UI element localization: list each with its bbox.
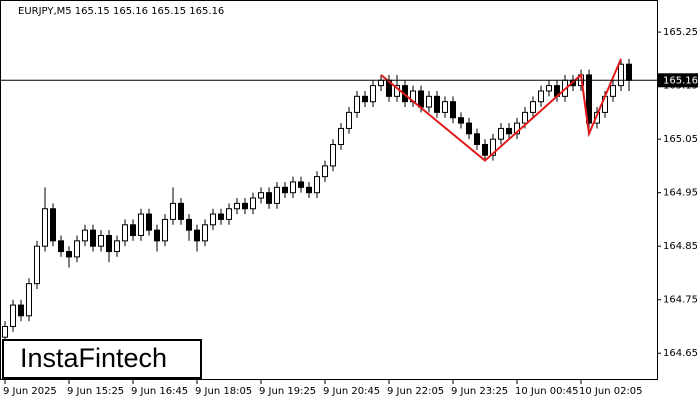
y-tick-label: 165.25 xyxy=(663,27,698,38)
candle-body xyxy=(210,213,216,226)
candle-body xyxy=(490,138,496,156)
x-tick-label: 9 Jun 20:45 xyxy=(323,386,380,397)
candle-body xyxy=(194,229,200,242)
candle-body xyxy=(42,208,48,247)
candle-body xyxy=(522,111,528,124)
candle-body xyxy=(234,202,240,210)
candle-body xyxy=(10,304,16,327)
candle-body xyxy=(498,127,504,140)
candle-body xyxy=(338,127,344,146)
chart-header: EURJPY,M5 165.15 165.16 165.15 165.16 xyxy=(18,6,224,17)
logo: InstaFintech xyxy=(20,343,167,373)
candle-body xyxy=(466,122,472,135)
candle-body xyxy=(298,181,304,188)
y-tick-label: 164.95 xyxy=(663,188,698,199)
candle-body xyxy=(538,90,544,103)
candle-body xyxy=(50,208,56,242)
x-tick-label: 9 Jun 18:05 xyxy=(195,386,252,397)
candle-body xyxy=(266,192,272,204)
candle-body xyxy=(274,186,280,204)
current-price-box xyxy=(658,73,698,88)
candle-body xyxy=(82,229,88,242)
candle-body xyxy=(258,192,264,199)
candle-body xyxy=(418,90,424,108)
candle-body xyxy=(130,224,136,236)
logo-box xyxy=(2,339,202,379)
candle-body xyxy=(330,144,336,167)
x-tick-label: 10 Jun 02:05 xyxy=(579,386,643,397)
candle-body xyxy=(226,208,232,220)
candle-body xyxy=(474,133,480,146)
candle-body xyxy=(354,95,360,113)
candle-body xyxy=(282,186,288,194)
candle-body xyxy=(146,213,152,231)
candle-body xyxy=(218,213,224,220)
candle-body xyxy=(250,197,256,210)
candle-body xyxy=(106,234,112,253)
candle-body xyxy=(370,85,376,103)
candle-body xyxy=(450,101,456,119)
candle-body xyxy=(98,234,104,247)
x-tick-label: 9 Jun 22:05 xyxy=(387,386,444,397)
candle-body xyxy=(362,95,368,103)
candle-body xyxy=(138,213,144,236)
candle-body xyxy=(314,176,320,194)
x-tick-label: 9 Jun 16:45 xyxy=(131,386,188,397)
candle-body xyxy=(2,325,8,338)
candle-body xyxy=(202,224,208,242)
plot-frame xyxy=(0,0,658,380)
candle-body xyxy=(506,127,512,135)
current-price-label: 165.16 xyxy=(663,75,698,86)
pattern-line xyxy=(380,58,622,162)
candle-body xyxy=(162,218,168,242)
candle-body xyxy=(290,181,296,194)
x-tick-label: 10 Jun 00:45 xyxy=(515,386,579,397)
y-tick-label: 164.85 xyxy=(663,241,698,252)
x-tick-label: 9 Jun 19:25 xyxy=(259,386,316,397)
candle-body xyxy=(442,101,448,113)
candle-body xyxy=(122,224,128,242)
candle-body xyxy=(322,165,328,178)
candle-body xyxy=(610,85,616,97)
candle-body xyxy=(346,111,352,129)
candle-body xyxy=(426,95,432,108)
plot-area xyxy=(2,58,632,343)
x-tick-label: 9 Jun 15:25 xyxy=(67,386,124,397)
x-tick-label: 9 Jun 23:25 xyxy=(451,386,508,397)
candle-body xyxy=(90,229,96,247)
candle-body xyxy=(594,111,600,124)
candle-body xyxy=(178,202,184,220)
candle-body xyxy=(618,63,624,87)
candle-body xyxy=(434,95,440,113)
candle-body xyxy=(154,229,160,242)
candle-body xyxy=(482,144,488,156)
candle-body xyxy=(26,283,32,317)
candle-body xyxy=(626,63,632,81)
candle-body xyxy=(74,240,80,258)
candle-body xyxy=(586,74,592,124)
candle-body xyxy=(114,240,120,253)
candle-body xyxy=(458,117,464,124)
candle-body xyxy=(306,186,312,194)
candle-body xyxy=(66,251,72,258)
candle-body xyxy=(242,202,248,210)
candle-body xyxy=(546,85,552,92)
y-tick-label: 164.65 xyxy=(663,348,698,359)
y-tick-label: 164.75 xyxy=(663,295,698,306)
candle-body xyxy=(186,218,192,231)
x-tick-label: 9 Jun 2025 xyxy=(3,386,57,397)
candle-body xyxy=(170,202,176,220)
candle-body xyxy=(378,79,384,87)
candle-body xyxy=(34,245,40,285)
candle-body xyxy=(530,101,536,113)
y-tick-label: 165.05 xyxy=(663,134,698,145)
candle-body xyxy=(58,240,64,253)
candle-body xyxy=(18,304,24,317)
